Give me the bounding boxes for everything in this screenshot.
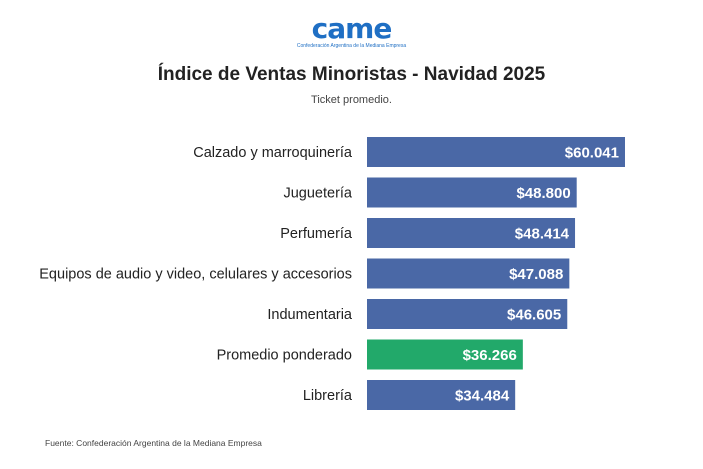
source-note: Fuente: Confederación Argentina de la Me… bbox=[45, 438, 262, 448]
value-label-1: $48.800 bbox=[516, 185, 570, 202]
came-logo: came Confederación Argentina de la Media… bbox=[0, 12, 703, 52]
chart-subtitle: Ticket promedio. bbox=[311, 94, 392, 106]
value-label-2: $48.414 bbox=[515, 226, 570, 243]
value-label-0: $60.041 bbox=[565, 145, 619, 162]
logo-tagline: Confederación Argentina de la Mediana Em… bbox=[296, 43, 407, 49]
bar-0 bbox=[367, 137, 625, 167]
category-label-2: Perfumería bbox=[280, 226, 353, 242]
bar-6 bbox=[367, 380, 516, 410]
value-label-5: $36.266 bbox=[463, 347, 517, 364]
bar-1 bbox=[367, 177, 577, 208]
bar-5 bbox=[367, 339, 523, 370]
chart-title: Índice de Ventas Minoristas - Navidad 20… bbox=[157, 64, 546, 85]
category-label-3: Equipos de audio y video, celulares y ac… bbox=[39, 267, 352, 283]
value-label-6: $34.484 bbox=[455, 388, 510, 405]
value-label-4: $46.605 bbox=[507, 307, 561, 324]
category-label-6: Librería bbox=[303, 388, 353, 404]
bar-2 bbox=[367, 218, 576, 248]
bar-4 bbox=[367, 299, 568, 329]
bar-3 bbox=[367, 258, 570, 289]
category-label-1: Juguetería bbox=[283, 186, 352, 202]
category-label-0: Calzado y marroquinería bbox=[193, 145, 353, 161]
value-label-3: $47.088 bbox=[509, 266, 563, 283]
logo-wordmark: came bbox=[311, 12, 393, 45]
category-label-5: Promedio ponderado bbox=[217, 348, 352, 364]
category-label-4: Indumentaria bbox=[267, 307, 353, 323]
